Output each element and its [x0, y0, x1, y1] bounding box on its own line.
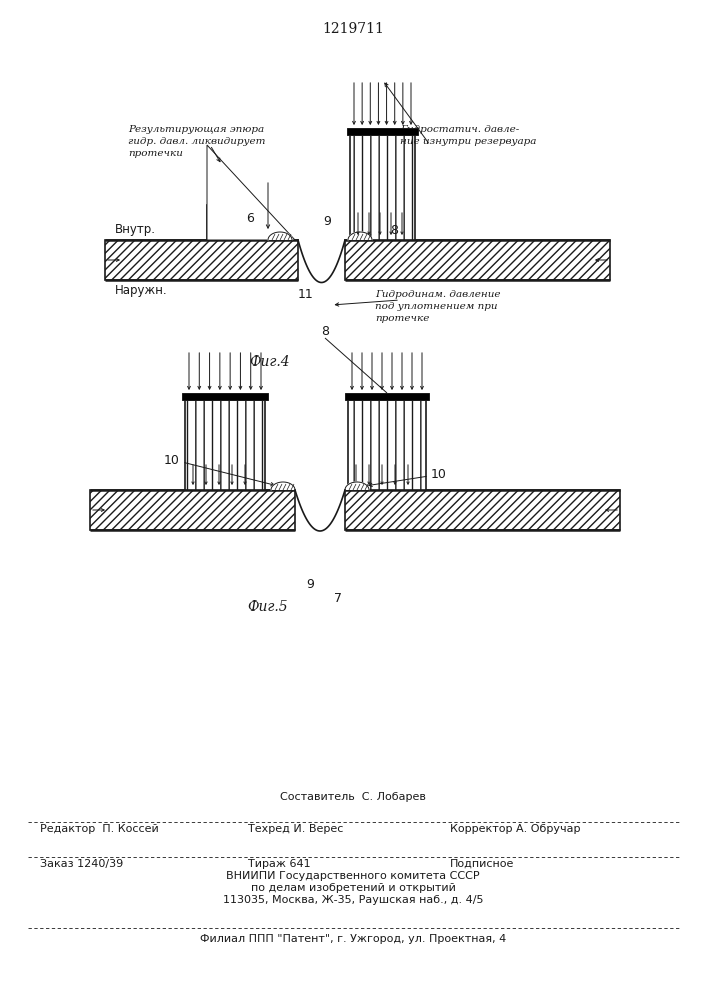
Text: Фиг.5: Фиг.5: [247, 600, 288, 614]
Text: Составитель  С. Лобарев: Составитель С. Лобарев: [280, 792, 426, 802]
Text: 8: 8: [390, 224, 398, 236]
Bar: [90, 490, 295, 530]
Text: 10: 10: [164, 454, 180, 466]
Text: 113035, Москва, Ж-35, Раушская наб., д. 4/5: 113035, Москва, Ж-35, Раушская наб., д. …: [223, 895, 484, 905]
Bar: [345, 490, 620, 530]
Polygon shape: [345, 482, 369, 490]
Text: Внутр.: Внутр.: [115, 223, 156, 236]
Polygon shape: [207, 145, 295, 240]
Bar: [348, 400, 426, 490]
Bar: [207, 205, 245, 240]
Text: ВНИИПИ Государственного комитета СССР: ВНИИПИ Государственного комитета СССР: [226, 871, 480, 881]
Text: Наружн.: Наружн.: [115, 284, 168, 297]
Bar: [345, 240, 610, 280]
Polygon shape: [268, 232, 292, 240]
Text: Фиг.4: Фиг.4: [250, 355, 291, 369]
Text: 9: 9: [324, 215, 332, 228]
Text: 8: 8: [321, 325, 329, 338]
Bar: [347, 128, 418, 135]
Text: Корректор А. Обручар: Корректор А. Обручар: [450, 824, 580, 834]
Text: Тираж 641: Тираж 641: [248, 859, 310, 869]
Text: 6: 6: [246, 212, 254, 225]
Bar: [350, 135, 415, 240]
Text: Подписное: Подписное: [450, 859, 515, 869]
Text: Редактор  П. Коссей: Редактор П. Коссей: [40, 824, 159, 834]
Bar: [105, 240, 298, 280]
Text: 9: 9: [306, 578, 314, 591]
Text: 7: 7: [334, 592, 342, 605]
Text: Техред И. Верес: Техред И. Верес: [248, 824, 344, 834]
Bar: [345, 393, 429, 400]
Bar: [185, 400, 265, 490]
Text: 1219711: 1219711: [322, 22, 384, 36]
Text: Гидростатич. давле-
ние изнутри резервуара: Гидростатич. давле- ние изнутри резервуа…: [400, 125, 537, 146]
Polygon shape: [348, 232, 372, 240]
Text: Гидродинам. давление
под уплотнением при
протечке: Гидродинам. давление под уплотнением при…: [375, 290, 501, 323]
Text: 10: 10: [431, 468, 447, 482]
Text: по делам изобретений и открытий: по делам изобретений и открытий: [250, 883, 455, 893]
Bar: [182, 393, 268, 400]
Text: Заказ 1240/39: Заказ 1240/39: [40, 859, 123, 869]
Text: Филиал ППП "Патент", г. Ужгород, ул. Проектная, 4: Филиал ППП "Патент", г. Ужгород, ул. Про…: [200, 934, 506, 944]
Text: Результирующая эпюра
гидр. давл. ликвидирует
протечки: Результирующая эпюра гидр. давл. ликвиди…: [128, 125, 266, 158]
Polygon shape: [271, 482, 295, 490]
Text: 11: 11: [298, 288, 314, 301]
